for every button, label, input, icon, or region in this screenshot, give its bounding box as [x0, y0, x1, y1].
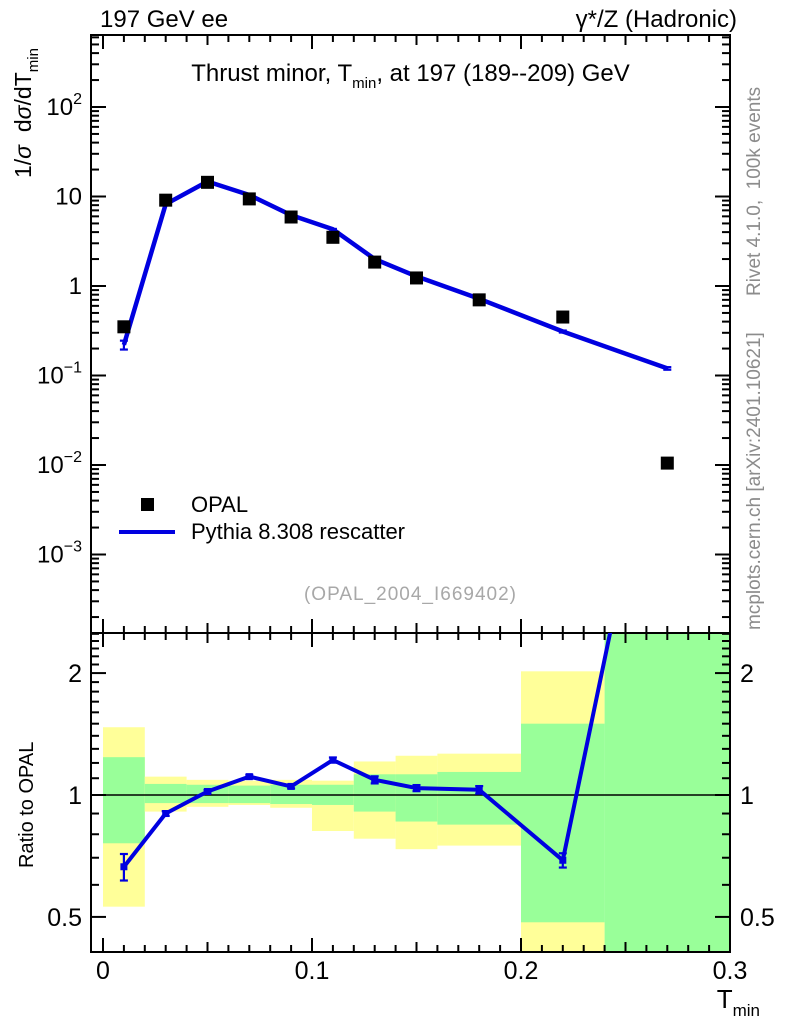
legend: OPAL Pythia 8.308 rescatter: [116, 491, 405, 545]
svg-text:1: 1: [740, 782, 754, 810]
mc-data-point: [204, 788, 211, 796]
opal-marker: [159, 193, 173, 207]
svg-text:0.5: 0.5: [740, 904, 775, 932]
mc-data-point: [559, 856, 567, 864]
opal-marker: [472, 293, 486, 307]
opal-marker: [660, 456, 674, 470]
legend-item-pythia: Pythia 8.308 rescatter: [116, 518, 405, 545]
x-axis-label: Tmin: [716, 984, 760, 1020]
opal-marker: [326, 230, 340, 244]
svg-text:0.3: 0.3: [713, 957, 748, 985]
plot-title-tail: , at 197 (189--209) GeV: [376, 60, 630, 87]
axis-ticks: [91, 35, 731, 952]
mc-line-icon: [116, 529, 178, 534]
svg-text:10−1: 10−1: [37, 360, 82, 390]
main-y-axis-label: 1/σ dσ/dTmin: [10, 48, 42, 178]
svg-text:0.2: 0.2: [504, 957, 539, 985]
opal-marker: [242, 192, 256, 206]
legend-label-pythia: Pythia 8.308 rescatter: [191, 518, 406, 544]
svg-text:2: 2: [68, 660, 82, 688]
uncertainty-band-green: [103, 757, 145, 844]
mc-data-point: [120, 863, 128, 871]
mc-curve: [121, 179, 669, 371]
process-label: γ*/Z (Hadronic): [575, 6, 737, 33]
legend-label-opal: OPAL: [191, 491, 249, 517]
mc-data-point: [287, 782, 295, 790]
svg-text:102: 102: [46, 91, 82, 121]
legend-item-opal: OPAL: [116, 491, 405, 518]
svg-text:0: 0: [96, 957, 110, 985]
mc-data-point: [413, 784, 420, 792]
plot-title: Thrust minor, Tmin, at 197 (189--209) Ge…: [91, 60, 730, 92]
opal-data-points: [117, 175, 674, 470]
svg-text:10−2: 10−2: [37, 449, 82, 479]
data-marker-icon: [116, 498, 178, 511]
ratio-panel-frame: [90, 632, 731, 953]
mc-data-point: [475, 786, 483, 794]
opal-marker: [201, 175, 214, 189]
mcplots-reference-note: mcplots.cern.ch [arXiv:2401.10621]: [744, 332, 765, 630]
beam-energy-label: 197 GeV ee: [100, 6, 229, 33]
plot-title-text: Thrust minor, T: [191, 60, 353, 87]
svg-text:1: 1: [68, 782, 82, 810]
mc-data-point: [162, 810, 170, 818]
plot-title-subscript: min: [352, 75, 377, 92]
svg-text:10: 10: [55, 184, 82, 211]
generator-version-note: Rivet 4.1.0, 100k events: [744, 86, 765, 296]
mc-data-point: [371, 776, 379, 784]
uncertainty-band-green: [604, 633, 730, 952]
mc-data-point: [329, 756, 337, 764]
axis-tick-labels: 102 10 1 10−1 10−2 10−3 0.5 0.5 1 1 2 2 0 0.1 0.2 0.3: [37, 91, 775, 985]
svg-text:1: 1: [69, 273, 82, 300]
opal-marker: [410, 271, 423, 285]
uncertainty-band-green: [395, 774, 438, 822]
svg-text:10−3: 10−3: [37, 539, 82, 569]
sigma-symbol: σ: [10, 144, 36, 159]
pythia-curve-main: [119, 179, 672, 371]
opal-marker: [556, 310, 570, 324]
sigma-symbol: σ: [10, 105, 36, 120]
uncertainty-band-green: [144, 783, 187, 804]
uncertainty-band-green: [521, 723, 605, 923]
ratio-y-axis-label: Ratio to OPAL: [16, 741, 38, 868]
mc-data-point: [245, 773, 253, 781]
svg-text:0.5: 0.5: [47, 904, 82, 932]
analysis-id-watermark: (OPAL_2004_I669402): [303, 584, 518, 605]
mc-data-point: [664, 354, 671, 361]
opal-marker: [368, 255, 382, 269]
svg-text:2: 2: [740, 660, 754, 688]
opal-marker: [117, 320, 131, 334]
ratio-uncertainty-bands: [103, 633, 730, 952]
ratio-curve: [119, 354, 671, 882]
opal-marker: [284, 210, 298, 224]
svg-text:0.1: 0.1: [295, 957, 330, 985]
